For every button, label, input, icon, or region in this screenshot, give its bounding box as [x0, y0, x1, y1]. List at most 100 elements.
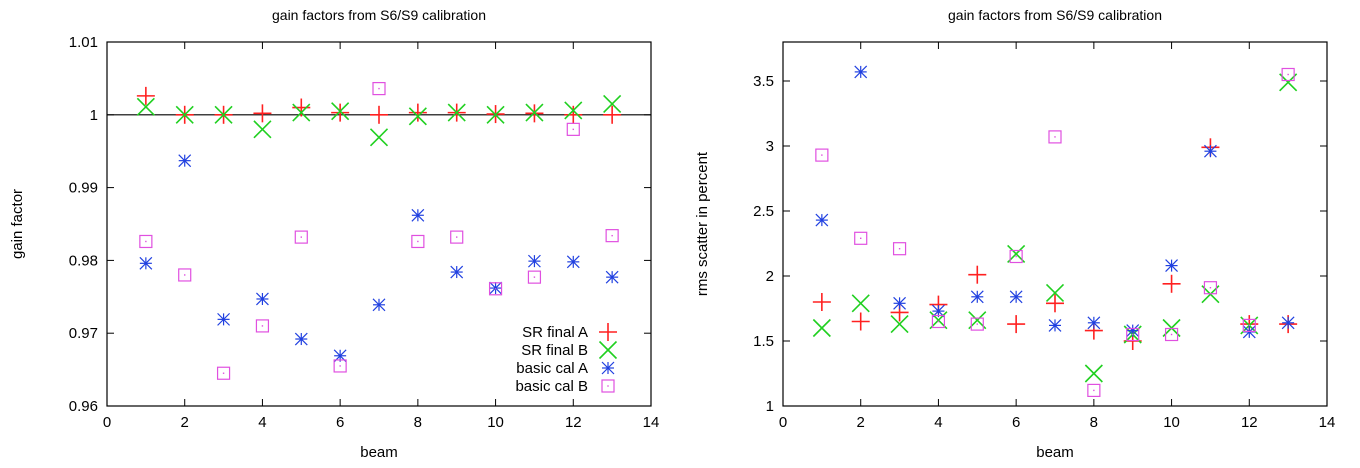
y-tick-label: 0.97 — [69, 325, 98, 342]
data-point — [1281, 67, 1295, 82]
data-point — [372, 298, 386, 312]
y-tick-label: 2 — [766, 268, 774, 285]
x-tick-label: 2 — [181, 414, 189, 431]
data-point — [851, 312, 870, 331]
data-point — [970, 317, 984, 331]
data-point — [527, 270, 542, 284]
y-tick-label: 1 — [766, 398, 774, 415]
chart-panel-2: gain factors from S6/S9 calibration 0 2 4 6 8… — [694, 7, 1335, 461]
x-tick-label: 8 — [414, 414, 422, 431]
data-point — [851, 294, 870, 313]
data-point — [1126, 327, 1140, 342]
data-point — [815, 213, 829, 227]
data-point — [486, 105, 505, 124]
data-point — [292, 103, 311, 122]
data-point — [372, 81, 386, 96]
data-point — [217, 312, 230, 326]
series-star — [815, 65, 1295, 339]
data-point — [369, 128, 389, 147]
data-point — [1204, 144, 1217, 158]
data-point — [1162, 274, 1181, 293]
data-point — [256, 292, 269, 306]
data-point — [1242, 318, 1256, 332]
x-tick-label: 14 — [643, 414, 660, 431]
data-point — [255, 319, 270, 333]
data-point — [1009, 249, 1023, 264]
legend-marker — [598, 340, 618, 360]
data-point — [214, 105, 233, 124]
data-point — [450, 265, 464, 279]
legend-item: basic cal B — [515, 378, 615, 395]
data-point — [1165, 259, 1178, 273]
y-tick-label: 2.5 — [753, 203, 774, 220]
data-point — [408, 107, 427, 126]
x-tick-label: 12 — [1241, 414, 1258, 431]
data-point — [1009, 290, 1023, 304]
data-point — [1048, 130, 1062, 144]
y-tick-label: 1 — [90, 107, 98, 124]
data-point — [970, 290, 984, 304]
series-box — [815, 67, 1295, 397]
series-cross — [812, 73, 1298, 383]
y-tick-label: 0.96 — [69, 398, 98, 415]
data-point — [450, 230, 464, 244]
chart-panel-1: gain factors from S6/S9 calibration 0 2 4 6 8… — [9, 7, 659, 461]
data-point — [216, 366, 231, 380]
data-point — [253, 104, 272, 123]
data-point — [1164, 327, 1179, 342]
data-point — [139, 256, 153, 270]
data-point — [178, 268, 192, 282]
data-point — [370, 105, 388, 124]
data-point — [1087, 383, 1101, 397]
data-point — [564, 105, 583, 124]
legend-label: SR final B — [521, 342, 588, 359]
legend-label: basic cal B — [515, 378, 588, 395]
legend-item: basic cal A — [516, 360, 615, 377]
data-point — [893, 296, 906, 310]
data-point — [1087, 316, 1101, 330]
x-tick-label: 6 — [336, 414, 344, 431]
data-point — [890, 315, 909, 334]
x-tick-label: 12 — [565, 414, 582, 431]
plot-frame — [106, 41, 652, 407]
x-tick-label: 0 — [103, 414, 111, 431]
y-tick-label: 1.01 — [69, 34, 98, 51]
data-point — [968, 265, 987, 284]
x-axis-label: beam — [360, 444, 398, 461]
x-tick-label: 2 — [857, 414, 865, 431]
legend-label: basic cal A — [516, 360, 588, 377]
series-box — [139, 81, 619, 380]
data-point — [294, 332, 308, 346]
data-point — [175, 105, 194, 124]
legend-marker — [599, 323, 617, 341]
x-tick-label: 14 — [1319, 414, 1336, 431]
y-tick-label: 1.5 — [753, 333, 774, 350]
x-axis-label: beam — [1036, 444, 1074, 461]
data-point — [488, 282, 503, 296]
data-point — [139, 234, 153, 249]
data-point — [603, 94, 622, 113]
legend-label: SR final A — [522, 324, 588, 341]
data-point — [605, 229, 619, 243]
data-point — [1203, 281, 1218, 295]
y-axis-label: rms scatter in percent — [694, 151, 711, 296]
y-tick-label: 0.98 — [69, 252, 98, 269]
data-point — [411, 234, 425, 249]
data-point — [605, 270, 619, 284]
data-point — [1048, 318, 1062, 332]
data-point — [525, 103, 544, 122]
data-point — [564, 101, 583, 120]
y-tick-label: 3 — [766, 138, 774, 155]
data-point — [812, 293, 831, 311]
data-point — [1084, 364, 1103, 383]
series-star — [139, 154, 619, 363]
chart-title: gain factors from S6/S9 calibration — [272, 7, 486, 23]
legend-marker — [601, 361, 615, 375]
data-point — [812, 318, 831, 338]
data-point — [331, 102, 350, 121]
data-point — [1046, 294, 1064, 313]
data-point — [854, 231, 868, 245]
data-point — [1045, 283, 1065, 302]
